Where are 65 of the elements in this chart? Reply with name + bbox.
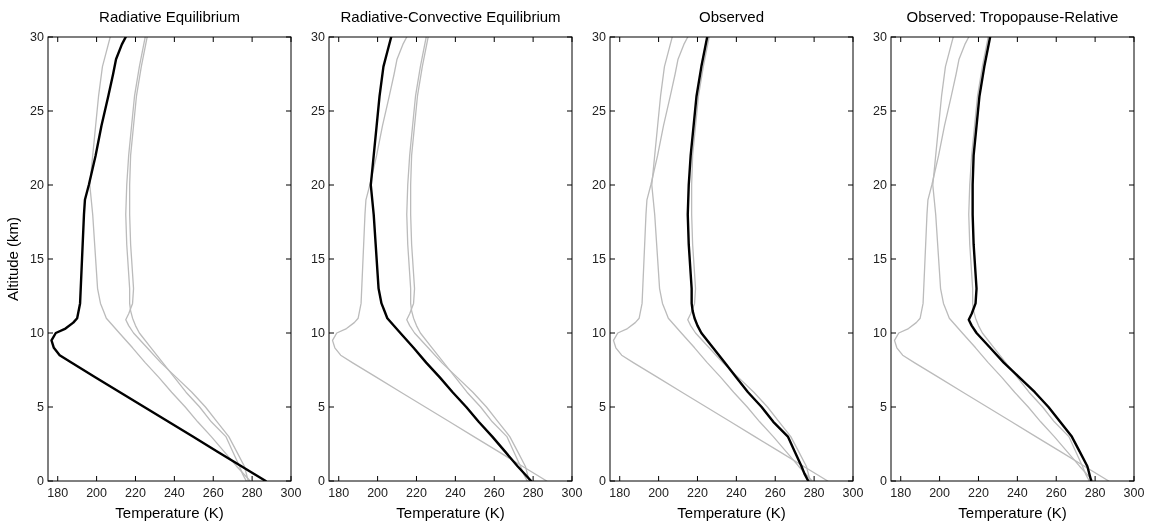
y-tick-label: 5 (880, 400, 888, 415)
y-tick-label: 0 (318, 474, 326, 489)
y-tick-label: 5 (37, 400, 45, 415)
chart-title: Observed: Tropopause-Relative (906, 8, 1119, 25)
x-tick-label: 280 (522, 486, 544, 500)
chart-title: Radiative Equilibrium (99, 8, 240, 25)
x-tick-label: 260 (202, 486, 224, 500)
x-tick-label: 240 (1006, 486, 1028, 500)
x-axis-title: Temperature (K) (958, 504, 1067, 521)
x-tick-label: 300 (1123, 486, 1145, 500)
x-tick-label: 180 (890, 486, 912, 500)
x-tick-label: 240 (444, 486, 466, 500)
x-tick-label: 200 (367, 486, 389, 500)
x-axis-title: Temperature (K) (677, 504, 786, 521)
x-tick-label: 300 (280, 486, 302, 500)
y-tick-label: 15 (30, 252, 45, 267)
y-tick-label: 30 (873, 30, 888, 45)
x-tick-label: 180 (328, 486, 350, 500)
y-tick-label: 25 (311, 104, 326, 119)
x-tick-label: 260 (1045, 486, 1067, 500)
y-tick-label: 0 (37, 474, 45, 489)
y-tick-label: 5 (318, 400, 326, 415)
y-tick-label: 25 (873, 104, 888, 119)
y-tick-label: 30 (30, 30, 45, 45)
x-tick-label: 280 (241, 486, 263, 500)
x-tick-label: 220 (125, 486, 146, 500)
y-tick-label: 5 (599, 400, 607, 415)
x-tick-label: 220 (968, 486, 989, 500)
y-axis-title: Altitude (km) (4, 216, 21, 302)
x-tick-label: 260 (483, 486, 505, 500)
y-tick-label: 0 (599, 474, 607, 489)
y-tick-label: 15 (311, 252, 326, 267)
x-tick-label: 280 (803, 486, 825, 500)
y-tick-label: 30 (311, 30, 326, 45)
x-tick-label: 300 (561, 486, 583, 500)
x-tick-label: 180 (609, 486, 631, 500)
y-tick-label: 25 (592, 104, 607, 119)
y-tick-label: 20 (592, 178, 607, 193)
x-axis-title: Temperature (K) (396, 504, 505, 521)
y-tick-label: 10 (873, 326, 888, 341)
x-tick-label: 220 (406, 486, 427, 500)
chart-title: Radiative-Convective Equilibrium (340, 8, 561, 25)
x-tick-label: 180 (47, 486, 69, 500)
y-tick-label: 20 (873, 178, 888, 193)
x-tick-label: 240 (725, 486, 747, 500)
y-tick-label: 10 (592, 326, 607, 341)
y-tick-label: 0 (880, 474, 888, 489)
y-tick-label: 30 (592, 30, 607, 45)
y-tick-label: 10 (30, 326, 45, 341)
x-tick-label: 200 (648, 486, 670, 500)
y-tick-label: 25 (30, 104, 45, 119)
chart-title: Observed (698, 8, 765, 25)
x-tick-label: 200 (86, 486, 108, 500)
y-tick-label: 20 (311, 178, 326, 193)
x-tick-label: 240 (163, 486, 185, 500)
x-tick-label: 280 (1084, 486, 1106, 500)
x-tick-label: 260 (764, 486, 786, 500)
x-tick-label: 300 (842, 486, 864, 500)
y-tick-label: 15 (873, 252, 888, 267)
x-tick-label: 220 (687, 486, 708, 500)
y-tick-label: 15 (592, 252, 607, 267)
x-axis-title: Temperature (K) (115, 504, 224, 521)
x-tick-label: 200 (929, 486, 951, 500)
y-tick-label: 10 (311, 326, 326, 341)
y-tick-label: 20 (30, 178, 45, 193)
